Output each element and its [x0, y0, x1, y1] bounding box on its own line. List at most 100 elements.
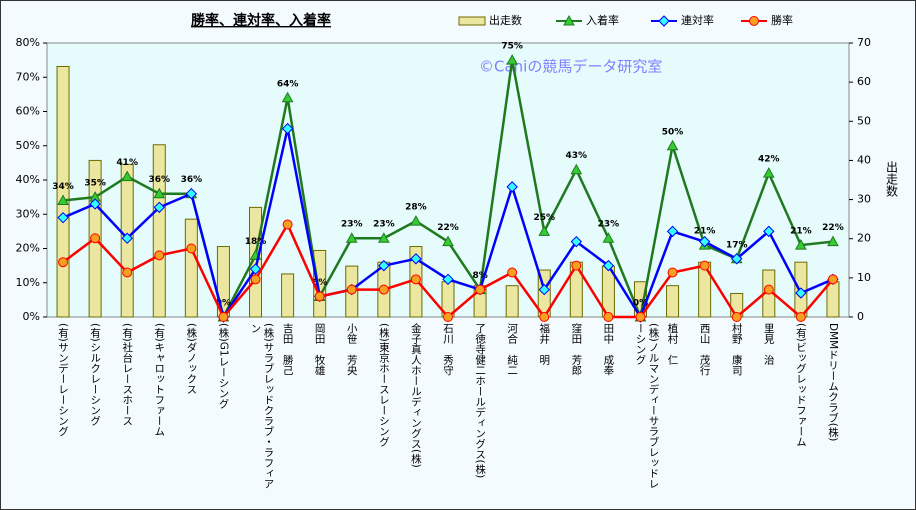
data-label: 75%	[501, 42, 523, 52]
data-label: 21%	[694, 227, 716, 237]
legend-label: 出走数	[489, 13, 522, 27]
x-tick-label: 金子真人ホールディングス(株)	[409, 323, 422, 468]
y-tick-label: 20%	[16, 242, 40, 255]
data-label: 22%	[822, 223, 844, 233]
point	[121, 170, 134, 182]
y-tick-label: 60%	[16, 105, 40, 118]
data-label: 23%	[341, 220, 363, 230]
point	[699, 260, 710, 271]
y-tick-label: 70%	[16, 70, 40, 83]
point	[410, 274, 421, 285]
x-tick-label: 田中 成奉	[602, 323, 615, 376]
data-label: 25%	[533, 213, 555, 223]
y-tick-label: 10%	[16, 276, 40, 289]
point	[666, 225, 679, 238]
y-tick-label: 50%	[16, 139, 40, 152]
data-label: 35%	[84, 179, 106, 189]
point	[378, 284, 389, 295]
x-tick-label: (株)東京ホースレーシング	[377, 323, 390, 447]
data-label: 23%	[373, 220, 395, 230]
y2-tick-label: 40	[857, 153, 871, 166]
x-tick-label: 吉田 勝己	[281, 323, 294, 376]
point	[731, 312, 742, 322]
point	[538, 283, 550, 296]
y-tick-label: 40%	[16, 173, 40, 186]
data-label: 22%	[437, 223, 459, 233]
x-tick-label: 窪田 芳郎	[570, 323, 583, 376]
x-tick-label: (株)G1レーシング	[217, 323, 230, 410]
point	[731, 253, 743, 265]
data-label: 17%	[726, 240, 748, 250]
point	[121, 232, 133, 244]
point	[698, 235, 711, 248]
legend-marker	[658, 15, 670, 27]
x-tick-label: 里見 治	[762, 323, 775, 365]
x-tick-label: (株)サラブレッドクラブ・ラフィアン	[249, 323, 275, 489]
point	[795, 239, 807, 250]
data-label: 0%	[216, 299, 231, 309]
x-tick-label: (有)シルクレーシング	[89, 323, 102, 426]
point	[763, 225, 775, 238]
point	[281, 122, 294, 135]
data-label: 21%	[790, 227, 812, 237]
point	[795, 287, 807, 299]
point	[539, 312, 550, 322]
x-tick-label: DMMドリームクラブ(株)	[826, 323, 839, 442]
point	[186, 243, 197, 254]
data-label: 64%	[277, 79, 299, 89]
point	[506, 54, 519, 65]
x-tick-label: (有)キャロットファーム	[153, 323, 166, 437]
point	[153, 201, 165, 214]
point	[635, 312, 646, 322]
data-label: 6%	[312, 278, 327, 288]
data-label: 36%	[149, 175, 171, 185]
point	[507, 267, 518, 278]
point	[443, 312, 453, 322]
legend-label: 連対率	[681, 13, 714, 27]
point	[281, 91, 294, 103]
point	[538, 225, 551, 236]
point	[153, 187, 166, 199]
y2-tick-label: 0	[857, 310, 864, 323]
data-label: 8%	[472, 271, 487, 281]
data-label: 43%	[566, 151, 588, 161]
legend-label: 入着率	[586, 13, 619, 27]
point	[218, 312, 229, 322]
bar	[826, 281, 840, 318]
y2-axis-label: 出走数	[885, 161, 899, 198]
x-tick-label: (有)ビッグレッドファーム	[794, 323, 807, 447]
y-tick-label: 30%	[16, 207, 40, 220]
bar	[184, 218, 198, 318]
point	[603, 312, 614, 322]
point	[346, 284, 357, 295]
point	[827, 235, 839, 247]
bar	[56, 65, 70, 318]
x-tick-label: 小笹 芳央	[345, 323, 358, 376]
x-tick-label: 河合 純二	[506, 323, 519, 376]
point	[762, 167, 775, 178]
bar	[505, 285, 519, 318]
point	[89, 198, 101, 210]
x-tick-label: 村野 康司	[730, 323, 743, 376]
x-tick-label: (株)ノルマンディーサラブレッドレーシング	[634, 323, 660, 489]
point	[378, 259, 390, 272]
point	[571, 260, 582, 271]
data-label: 34%	[52, 182, 74, 192]
point	[442, 235, 454, 247]
y-tick-label: 0%	[23, 310, 40, 323]
watermark: ©Caniの競馬データ研究室	[479, 58, 662, 76]
point	[570, 235, 583, 248]
legend-label: 勝率	[771, 13, 793, 27]
x-tick-label: (株)ダノックス	[185, 323, 198, 395]
point	[90, 233, 101, 244]
y2-tick-label: 20	[857, 232, 871, 245]
bar	[666, 285, 680, 318]
x-tick-label: 石川 秀守	[442, 323, 454, 376]
point	[345, 232, 358, 243]
point	[795, 312, 806, 322]
point	[57, 211, 69, 224]
x-tick-label: 福井 明	[538, 323, 551, 365]
point	[442, 273, 454, 286]
data-label: 23%	[598, 220, 620, 230]
